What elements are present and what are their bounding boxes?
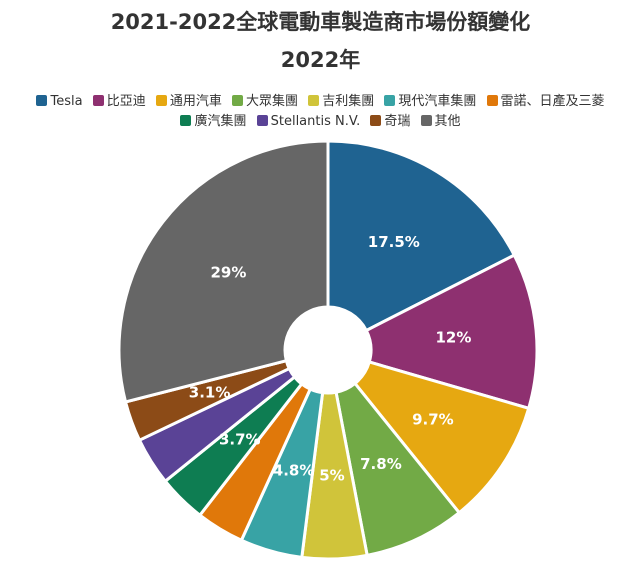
legend-label: Stellantis N.V.: [270, 114, 361, 129]
legend-swatch: [384, 95, 396, 106]
legend-label: 吉利集團: [322, 94, 375, 109]
legend-swatch: [370, 115, 382, 126]
legend-item-renault-nissan-mitsubishi[interactable]: 雷諾、日產及三菱: [486, 90, 605, 109]
legend-label: 比亞迪: [106, 94, 146, 109]
legend-item-byd[interactable]: 比亞迪: [92, 90, 146, 109]
legend-row-2: 廣汽集團 Stellantis N.V. 奇瑞 其他: [0, 110, 641, 129]
slice-label-9: 3.1%: [189, 384, 231, 402]
chart-title: 2021-2022全球電動車製造商市場份額變化: [110, 10, 531, 34]
slice-label-10: 29%: [210, 263, 246, 281]
legend-label: 大眾集團: [246, 94, 299, 109]
legend-swatch: [92, 95, 104, 106]
slice-label-5: 4.8%: [273, 462, 315, 480]
legend-swatch: [420, 115, 432, 126]
legend-item-other[interactable]: 其他: [420, 110, 461, 129]
legend-swatch: [486, 95, 498, 106]
legend-item-chery[interactable]: 奇瑞: [370, 110, 410, 129]
legend-label: 通用汽車: [169, 94, 222, 109]
chart-subtitle: 2022年: [280, 48, 361, 72]
legend-item-stellantis[interactable]: Stellantis N.V.: [256, 114, 361, 129]
legend-label: 其他: [434, 114, 461, 129]
legend-swatch: [180, 115, 192, 126]
slice-3[interactable]: [334, 381, 462, 558]
legend-swatch: [232, 95, 244, 106]
slice-label-0: 17.5%: [368, 233, 420, 251]
legend-item-geely[interactable]: 吉利集團: [308, 90, 374, 109]
slice-1[interactable]: [364, 253, 539, 411]
legend-item-tesla[interactable]: Tesla: [36, 94, 83, 109]
legend-item-gac[interactable]: 廣汽集團: [180, 110, 246, 129]
legend-item-vw[interactable]: 大眾集團: [232, 90, 298, 109]
legend-swatch: [36, 95, 48, 106]
legend-swatch: [256, 115, 268, 126]
legend-label: Tesla: [50, 94, 83, 109]
slice-label-2: 9.7%: [412, 410, 454, 428]
slice-label-1: 12%: [435, 329, 471, 347]
legend-item-gm[interactable]: 通用汽車: [155, 90, 222, 109]
slice-0[interactable]: [326, 139, 517, 333]
slice-label-3: 7.8%: [360, 455, 402, 473]
legend-label: 奇瑞: [384, 114, 411, 129]
legend-item-hyundai[interactable]: 現代汽車集團: [384, 90, 476, 109]
legend-label: 現代汽車集團: [398, 94, 477, 109]
legend-row-1: Tesla 比亞迪 通用汽車 大眾集團 吉利集團 現代汽車集團 雷諾、日產及三菱: [0, 90, 641, 109]
legend-swatch: [155, 95, 167, 106]
slice-label-7: 3.7%: [219, 430, 261, 448]
slice-2[interactable]: [352, 360, 531, 515]
slice-10[interactable]: [117, 139, 330, 404]
slice-label-4: 5%: [319, 466, 344, 484]
legend-swatch: [308, 95, 320, 106]
legend-label: 廣汽集團: [194, 114, 247, 129]
legend-label: 雷諾、日產及三菱: [500, 94, 605, 109]
